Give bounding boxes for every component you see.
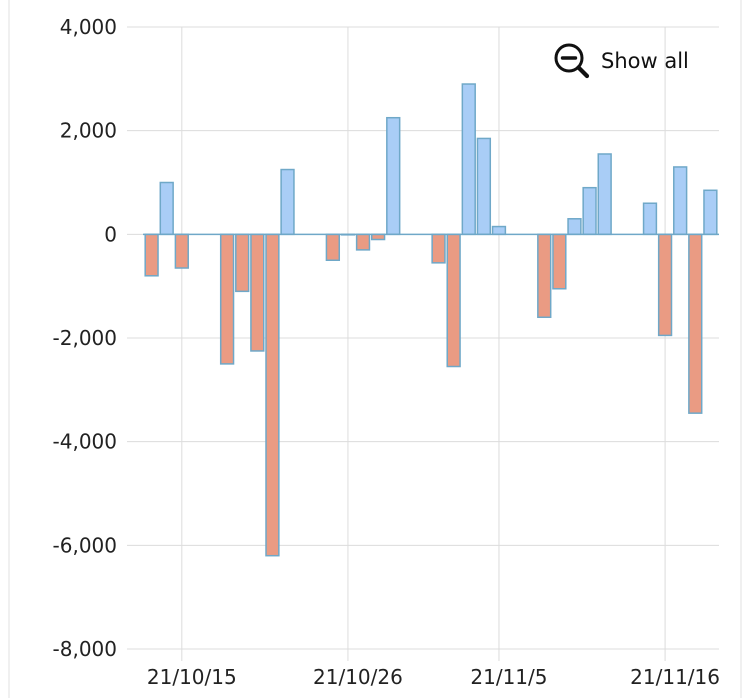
y-tick-label: -8,000 [53, 637, 117, 661]
bar-negative[interactable] [174, 233, 189, 269]
bar-positive[interactable] [597, 153, 612, 236]
y-tick-label: -6,000 [53, 533, 117, 557]
bar-negative[interactable] [265, 233, 280, 557]
bar-negative[interactable] [537, 233, 552, 319]
bar-positive[interactable] [280, 168, 295, 236]
x-tick-label: 21/11/16 [630, 665, 720, 689]
y-axis-tick-labels: 4,000 2,000 0 -2,000 -4,000 -6,000 -8,000 [53, 15, 117, 661]
bar-positive[interactable] [386, 116, 401, 236]
bar-negative[interactable] [552, 233, 567, 290]
bar-negative[interactable] [219, 233, 235, 365]
bar-negative[interactable] [325, 233, 341, 262]
bar-series [144, 83, 718, 557]
bar-negative[interactable] [657, 233, 673, 337]
show-all-button[interactable]: Show all [553, 43, 689, 79]
bar-positive[interactable] [159, 181, 174, 236]
show-all-label: Show all [601, 49, 689, 73]
y-tick-label: -4,000 [53, 430, 117, 454]
zoom-out-icon [553, 42, 591, 80]
bar-positive[interactable] [673, 166, 688, 236]
x-tick-label: 21/10/15 [147, 665, 237, 689]
bar-negative[interactable] [235, 233, 250, 293]
y-tick-label: 2,000 [60, 119, 117, 143]
x-axis-tick-labels: 21/10/15 21/10/26 21/11/5 21/11/16 [147, 665, 720, 689]
bar-positive[interactable] [476, 137, 492, 236]
x-tick-label: 21/10/26 [313, 665, 403, 689]
bar-positive[interactable] [703, 189, 718, 236]
bar-positive[interactable] [491, 225, 507, 236]
horizontal-gridlines [127, 26, 719, 650]
bar-negative[interactable] [144, 233, 159, 277]
vertical-gridlines [181, 27, 666, 661]
bar-negative[interactable] [446, 233, 461, 368]
bar-positive[interactable] [642, 202, 658, 236]
y-tick-label: -2,000 [53, 326, 117, 350]
bar-positive[interactable] [567, 218, 582, 236]
bar-positive[interactable] [461, 83, 476, 236]
bar-positive[interactable] [582, 186, 597, 236]
bar-negative[interactable] [688, 233, 703, 414]
bar-negative[interactable] [431, 233, 446, 264]
bar-negative[interactable] [355, 233, 371, 251]
bar-negative[interactable] [370, 233, 386, 241]
y-tick-label: 0 [104, 222, 117, 246]
bar-negative[interactable] [250, 233, 265, 352]
y-tick-label: 4,000 [60, 15, 117, 39]
x-tick-label: 21/11/5 [470, 665, 547, 689]
